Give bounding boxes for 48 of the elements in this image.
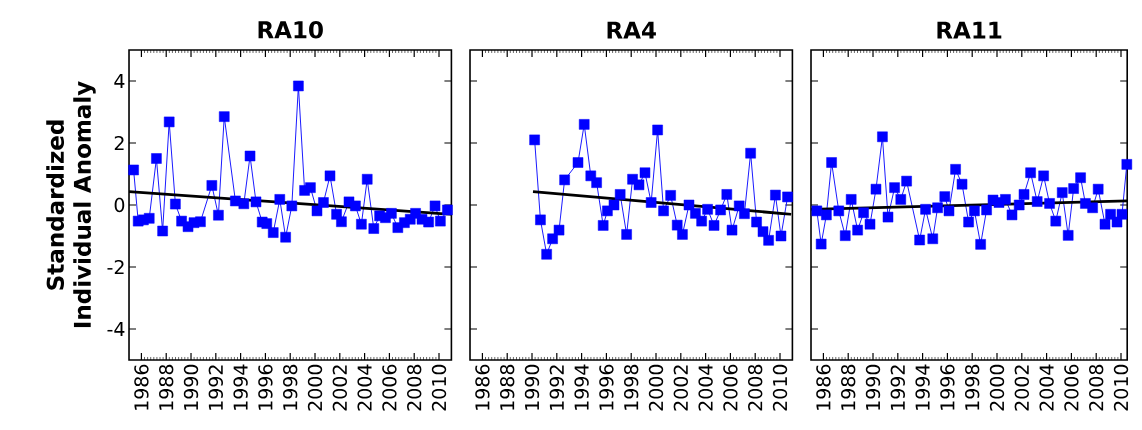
x-tick-label: 2008 [748,364,763,411]
y-axis-title: Standardized Individual Anomaly [46,81,96,328]
chart-title: RA4 [607,21,656,39]
chart-title: RA11 [937,21,1002,39]
x-tick-label: 1988 [841,364,856,410]
x-tick-label: 2006 [1064,364,1079,411]
x-tick-label: 1998 [283,364,298,410]
x-tick-label: 1992 [549,365,564,410]
y-tick-label: -2 [107,259,124,275]
x-tick-label: 1996 [258,364,273,410]
x-tick-label: 1986 [134,364,149,410]
x-tick-label: 2004 [1039,364,1054,411]
y-tick-label: 0 [114,197,125,213]
x-tick-label: 1990 [183,364,199,410]
x-tick-label: 2008 [1089,364,1104,411]
chart-title: RA10 [258,21,323,39]
x-tick-label: 1994 [574,364,589,410]
x-tick-label: 1988 [500,364,515,410]
x-tick-label: 2000 [989,364,1005,411]
x-tick-label: 1996 [599,364,614,410]
y-tick-label: 2 [114,135,124,151]
x-tick-label: 2002 [673,365,688,411]
x-tick-label: 1994 [915,364,930,410]
x-tick-label: 1992 [208,365,223,410]
x-tick-label: 2004 [357,364,372,411]
x-tick-label: 2008 [407,364,422,411]
x-tick-label: 2000 [307,364,323,411]
x-tick-label: 1996 [940,364,955,410]
x-tick-label: 1986 [475,364,490,410]
x-tick-label: 1990 [865,364,881,410]
x-tick-label: 2006 [382,364,397,411]
x-tick-label: 1998 [965,364,980,410]
x-tick-label: 2010 [1113,364,1129,411]
x-tick-label: 2000 [648,364,664,411]
x-tick-label: 1988 [159,364,174,410]
x-tick-label: 2004 [698,364,713,411]
x-tick-label: 1992 [890,365,905,410]
x-tick-label: 1986 [816,364,831,410]
y-tick-label: -4 [107,322,125,336]
x-tick-label: 2010 [431,364,447,411]
x-tick-label: 1990 [524,364,540,410]
x-tick-label: 2010 [772,364,788,411]
x-tick-label: 1998 [624,364,639,410]
x-tick-label: 2006 [723,364,738,411]
x-tick-label: 2002 [1014,365,1029,411]
x-tick-label: 1994 [233,364,248,410]
x-tick-label: 2002 [332,365,347,411]
y-tick-label: 4 [114,74,125,88]
